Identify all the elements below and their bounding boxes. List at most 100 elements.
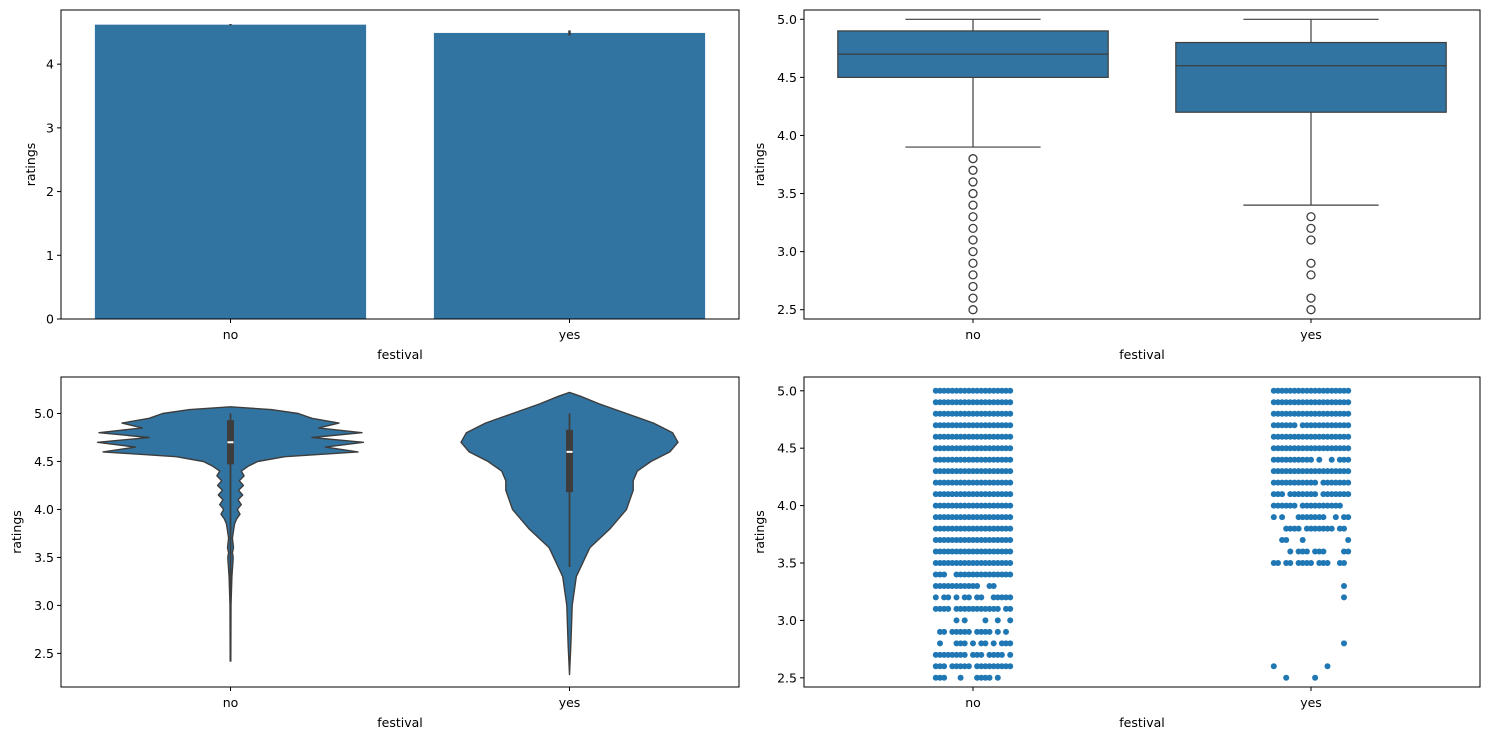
strip-point	[1275, 445, 1281, 452]
strip-point	[941, 491, 948, 498]
strip-point	[1345, 399, 1352, 406]
outlier-point	[1306, 235, 1316, 245]
strip-point	[982, 445, 989, 452]
strip-point	[1345, 514, 1352, 521]
strip-point	[961, 468, 968, 475]
strip-point	[990, 605, 997, 612]
strip-point	[990, 525, 997, 532]
strip-point	[941, 433, 948, 440]
strip-point	[1287, 387, 1294, 394]
strip-point	[953, 663, 960, 670]
plot-marks	[837, 18, 1447, 315]
x-axis-label: festival	[1119, 347, 1165, 362]
outlier-point	[968, 165, 978, 175]
strip-point	[937, 514, 943, 521]
strip-point	[990, 594, 997, 601]
strip-point	[961, 445, 968, 452]
strip-point	[1328, 491, 1335, 498]
x-axis-label: festival	[377, 347, 423, 362]
strip-point	[986, 387, 993, 394]
strip-point	[965, 456, 972, 463]
strip-point	[953, 617, 960, 624]
strip-point	[1303, 491, 1310, 498]
strip-point	[1291, 468, 1298, 475]
strip-point	[961, 628, 968, 635]
strip-point	[1287, 456, 1294, 463]
strip-point	[949, 410, 956, 417]
strip-point	[957, 491, 964, 498]
strip-point	[990, 399, 997, 406]
axes-frame	[803, 376, 1481, 688]
strip-point	[974, 571, 981, 578]
strip-point	[1007, 422, 1014, 429]
strip-point	[1320, 502, 1327, 509]
strip-point	[1003, 387, 1009, 394]
strip-point	[974, 628, 981, 635]
strip-point	[998, 445, 1005, 452]
strip-point	[1336, 479, 1343, 486]
plot-marks	[932, 387, 1352, 681]
strip-point	[1303, 514, 1310, 521]
strip-point	[953, 410, 960, 417]
strip-point	[1324, 410, 1331, 417]
strip-point	[1316, 548, 1323, 555]
strip-point	[1324, 468, 1331, 475]
strip-point	[1279, 491, 1286, 498]
strip-point	[949, 433, 956, 440]
strip-point	[932, 502, 939, 509]
strip-point	[974, 525, 981, 532]
strip-point	[957, 571, 964, 578]
strip-point	[965, 410, 972, 417]
strip-point	[994, 514, 1001, 521]
strip-point	[970, 456, 976, 463]
strip-point	[974, 445, 981, 452]
strip-point	[974, 583, 981, 589]
strip-point	[1332, 514, 1339, 521]
strip-point	[1320, 433, 1327, 440]
strip-point	[978, 605, 985, 612]
y-tick-label: 4	[46, 57, 54, 72]
strip-point	[945, 583, 952, 589]
strip-point	[949, 502, 956, 509]
strip-point	[957, 468, 964, 475]
strip-point	[949, 422, 956, 429]
strip-point	[1270, 479, 1277, 486]
y-axis-label: ratings	[9, 510, 24, 554]
strip-point	[1299, 399, 1306, 406]
strip-point	[1324, 525, 1331, 532]
strip-point	[941, 445, 948, 452]
strip-point	[937, 605, 943, 612]
strip-point	[949, 651, 956, 658]
strip-point	[978, 628, 985, 635]
strip-point	[1283, 479, 1290, 486]
strip-point	[1270, 445, 1277, 452]
strip-point	[1336, 399, 1343, 406]
strip-point	[1341, 583, 1347, 589]
strip-point	[941, 387, 948, 394]
strip-point	[932, 456, 939, 463]
strip-point	[1007, 537, 1014, 543]
strip-point	[1287, 560, 1294, 566]
strip-point	[1324, 663, 1331, 670]
strip-point	[978, 410, 985, 417]
strip-point	[1007, 433, 1014, 440]
strip-point	[994, 387, 1001, 394]
strip-point	[998, 663, 1005, 670]
strip-point	[1270, 456, 1277, 463]
strip-point	[941, 663, 948, 670]
outlier-point	[968, 305, 978, 315]
strip-point	[932, 605, 939, 612]
strip-point	[1007, 617, 1014, 624]
strip-point	[970, 571, 976, 578]
strip-point	[1283, 399, 1290, 406]
strip-point	[978, 640, 985, 647]
box-plot-panel: 2.5 3.0 3.5 4.0 4.5 5.0 no yes festival ratings	[752, 9, 1481, 362]
strip-point	[1007, 445, 1014, 452]
strip-point	[1295, 514, 1302, 521]
y-tick-label: 2.5	[34, 646, 54, 661]
strip-point	[1320, 422, 1327, 429]
strip-point	[1270, 387, 1277, 394]
strip-point	[1295, 548, 1302, 555]
strip-point	[994, 628, 1001, 635]
